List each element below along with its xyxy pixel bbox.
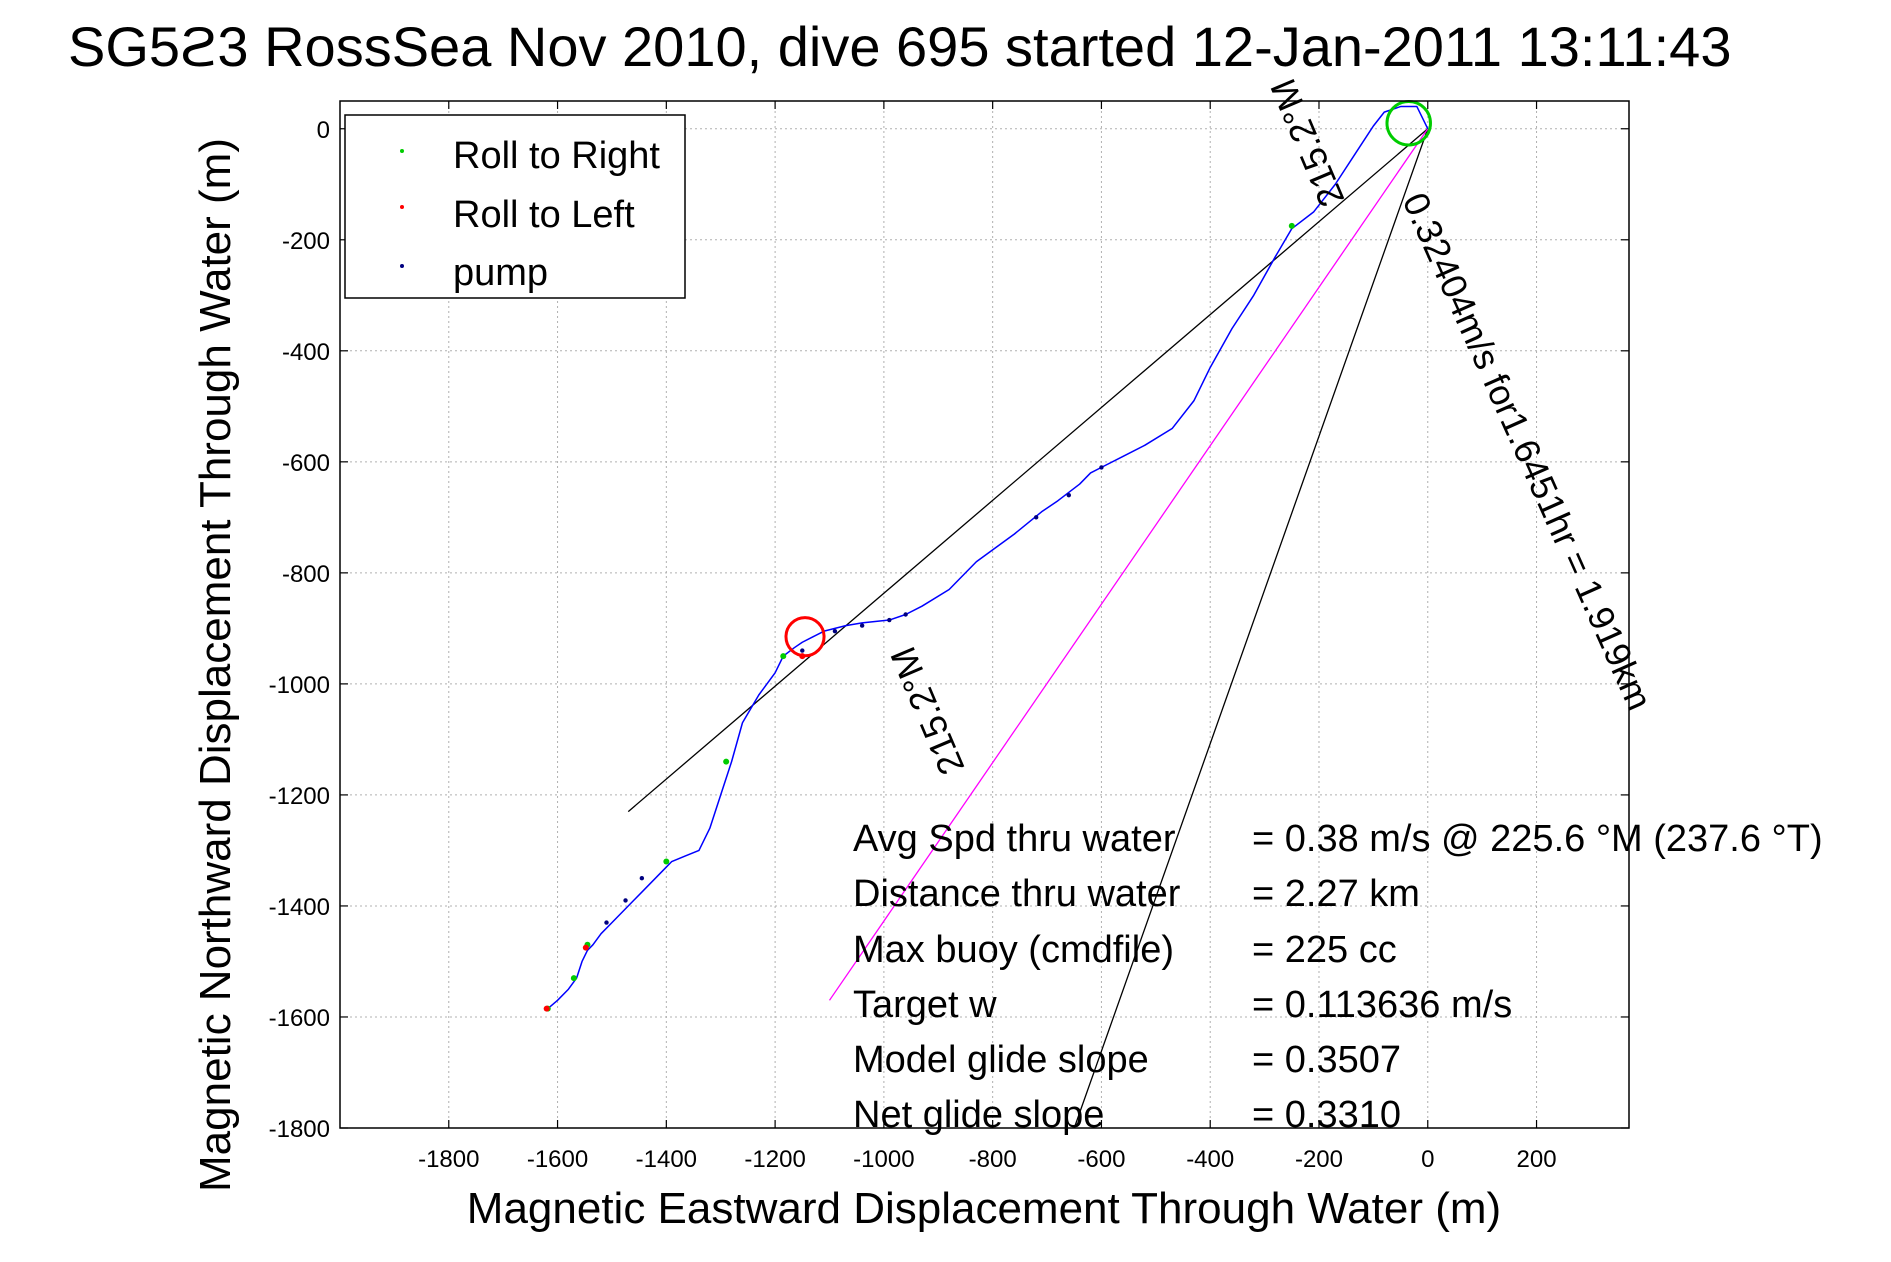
pump-point bbox=[604, 920, 609, 925]
stat-label-model-glide: Model glide slope bbox=[853, 1039, 1149, 1081]
legend-label-roll-left: Roll to Left bbox=[453, 194, 635, 236]
stat-value-model-glide: = 0.3507 bbox=[1252, 1039, 1401, 1081]
roll-right-point bbox=[1288, 222, 1295, 229]
x-tick-label: -1400 bbox=[636, 1146, 697, 1173]
legend-marker-roll-left bbox=[400, 205, 404, 209]
track-line bbox=[547, 105, 1429, 1010]
x-tick-label: -200 bbox=[1295, 1146, 1343, 1173]
roll-right-point bbox=[723, 758, 730, 765]
stat-value-net-glide: = 0.3310 bbox=[1252, 1094, 1401, 1136]
x-tick-label: -800 bbox=[969, 1146, 1017, 1173]
reference-line-black-2 bbox=[1073, 128, 1429, 1129]
x-tick-label: -600 bbox=[1077, 1146, 1125, 1173]
roll-right-point bbox=[663, 858, 670, 865]
pump-point bbox=[800, 648, 805, 653]
stats-block: Avg Spd thru water = 0.38 m/s @ 225.6 °M… bbox=[853, 818, 1823, 1136]
y-tick-label: -1600 bbox=[269, 1005, 330, 1032]
stat-value-target-w: = 0.113636 m/s bbox=[1252, 984, 1512, 1026]
stat-value-distance: = 2.27 km bbox=[1252, 873, 1420, 915]
y-tick-label: -400 bbox=[282, 339, 330, 366]
roll-right-point bbox=[570, 975, 577, 982]
marker-points bbox=[543, 222, 1295, 1012]
stat-label-target-w: Target w bbox=[853, 984, 997, 1026]
legend-label-pump: pump bbox=[453, 252, 548, 294]
plot-frame bbox=[339, 100, 1630, 1129]
x-tick-label: -1600 bbox=[527, 1146, 588, 1173]
pump-point bbox=[623, 898, 628, 903]
legend-marker-pump bbox=[400, 264, 404, 268]
y-tick-label: -1400 bbox=[269, 894, 330, 921]
reference-line-magenta bbox=[828, 128, 1429, 1001]
pump-point bbox=[1099, 465, 1104, 470]
stat-label-avg-speed: Avg Spd thru water bbox=[853, 818, 1176, 860]
roll-left-point bbox=[543, 1005, 550, 1012]
pump-point bbox=[859, 623, 865, 628]
pump-point bbox=[639, 875, 645, 881]
roll-left-point bbox=[582, 944, 589, 951]
stat-label-distance: Distance thru water bbox=[853, 873, 1181, 915]
pump-point bbox=[887, 617, 892, 623]
roll-right-point bbox=[780, 653, 787, 660]
stat-label-net-glide: Net glide slope bbox=[853, 1094, 1104, 1136]
x-axis-label: Magnetic Eastward Displacement Through W… bbox=[467, 1184, 1501, 1233]
y-tick-label: -1800 bbox=[269, 1116, 330, 1143]
stat-value-avg-speed: = 0.38 m/s @ 225.6 °M (237.6 °T) bbox=[1252, 818, 1823, 860]
reference-lines bbox=[627, 128, 1429, 1129]
legend-label-roll-right: Roll to Right bbox=[453, 135, 660, 177]
pump-point bbox=[832, 628, 838, 634]
legend-marker-roll-right bbox=[400, 149, 404, 153]
y-tick-label: 0 bbox=[317, 117, 330, 144]
y-tick-labels: 0 -200 -400 -600 -800 -1000 -1200 -1400 -1600 -18… bbox=[269, 117, 1629, 1143]
x-tick-label: -1800 bbox=[418, 1146, 479, 1173]
reference-line-black-1 bbox=[627, 128, 1429, 813]
stat-label-max-buoy: Max buoy (cmdfile) bbox=[853, 929, 1174, 971]
x-tick-label: -1000 bbox=[853, 1146, 914, 1173]
x-tick-label: -400 bbox=[1186, 1146, 1234, 1173]
pump-point bbox=[1033, 515, 1039, 520]
y-tick-label: -800 bbox=[282, 561, 330, 588]
y-tick-label: -1200 bbox=[269, 783, 330, 810]
y-axis-label: Magnetic Northward Displacement Through … bbox=[191, 138, 240, 1192]
y-tick-label: -600 bbox=[282, 450, 330, 477]
x-tick-label: -1200 bbox=[744, 1146, 805, 1173]
legend: Roll to Right Roll to Left pump bbox=[344, 114, 686, 299]
y-tick-label: -200 bbox=[282, 228, 330, 255]
x-tick-label: 200 bbox=[1517, 1146, 1557, 1173]
y-tick-label: -1000 bbox=[269, 672, 330, 699]
x-tick-label: 0 bbox=[1421, 1146, 1434, 1173]
pump-point bbox=[903, 612, 908, 617]
x-tick-labels: -1800 -1600 -1400 -1200 -1000 -800 -600 -400 -20… bbox=[418, 101, 1557, 1173]
stat-value-max-buoy: = 225 cc bbox=[1252, 929, 1397, 971]
pump-point bbox=[1066, 492, 1072, 498]
chart-title: SG5ϩ3 RossSea Nov 2010, dive 695 started… bbox=[68, 15, 1731, 78]
roll-left-point bbox=[799, 653, 806, 660]
